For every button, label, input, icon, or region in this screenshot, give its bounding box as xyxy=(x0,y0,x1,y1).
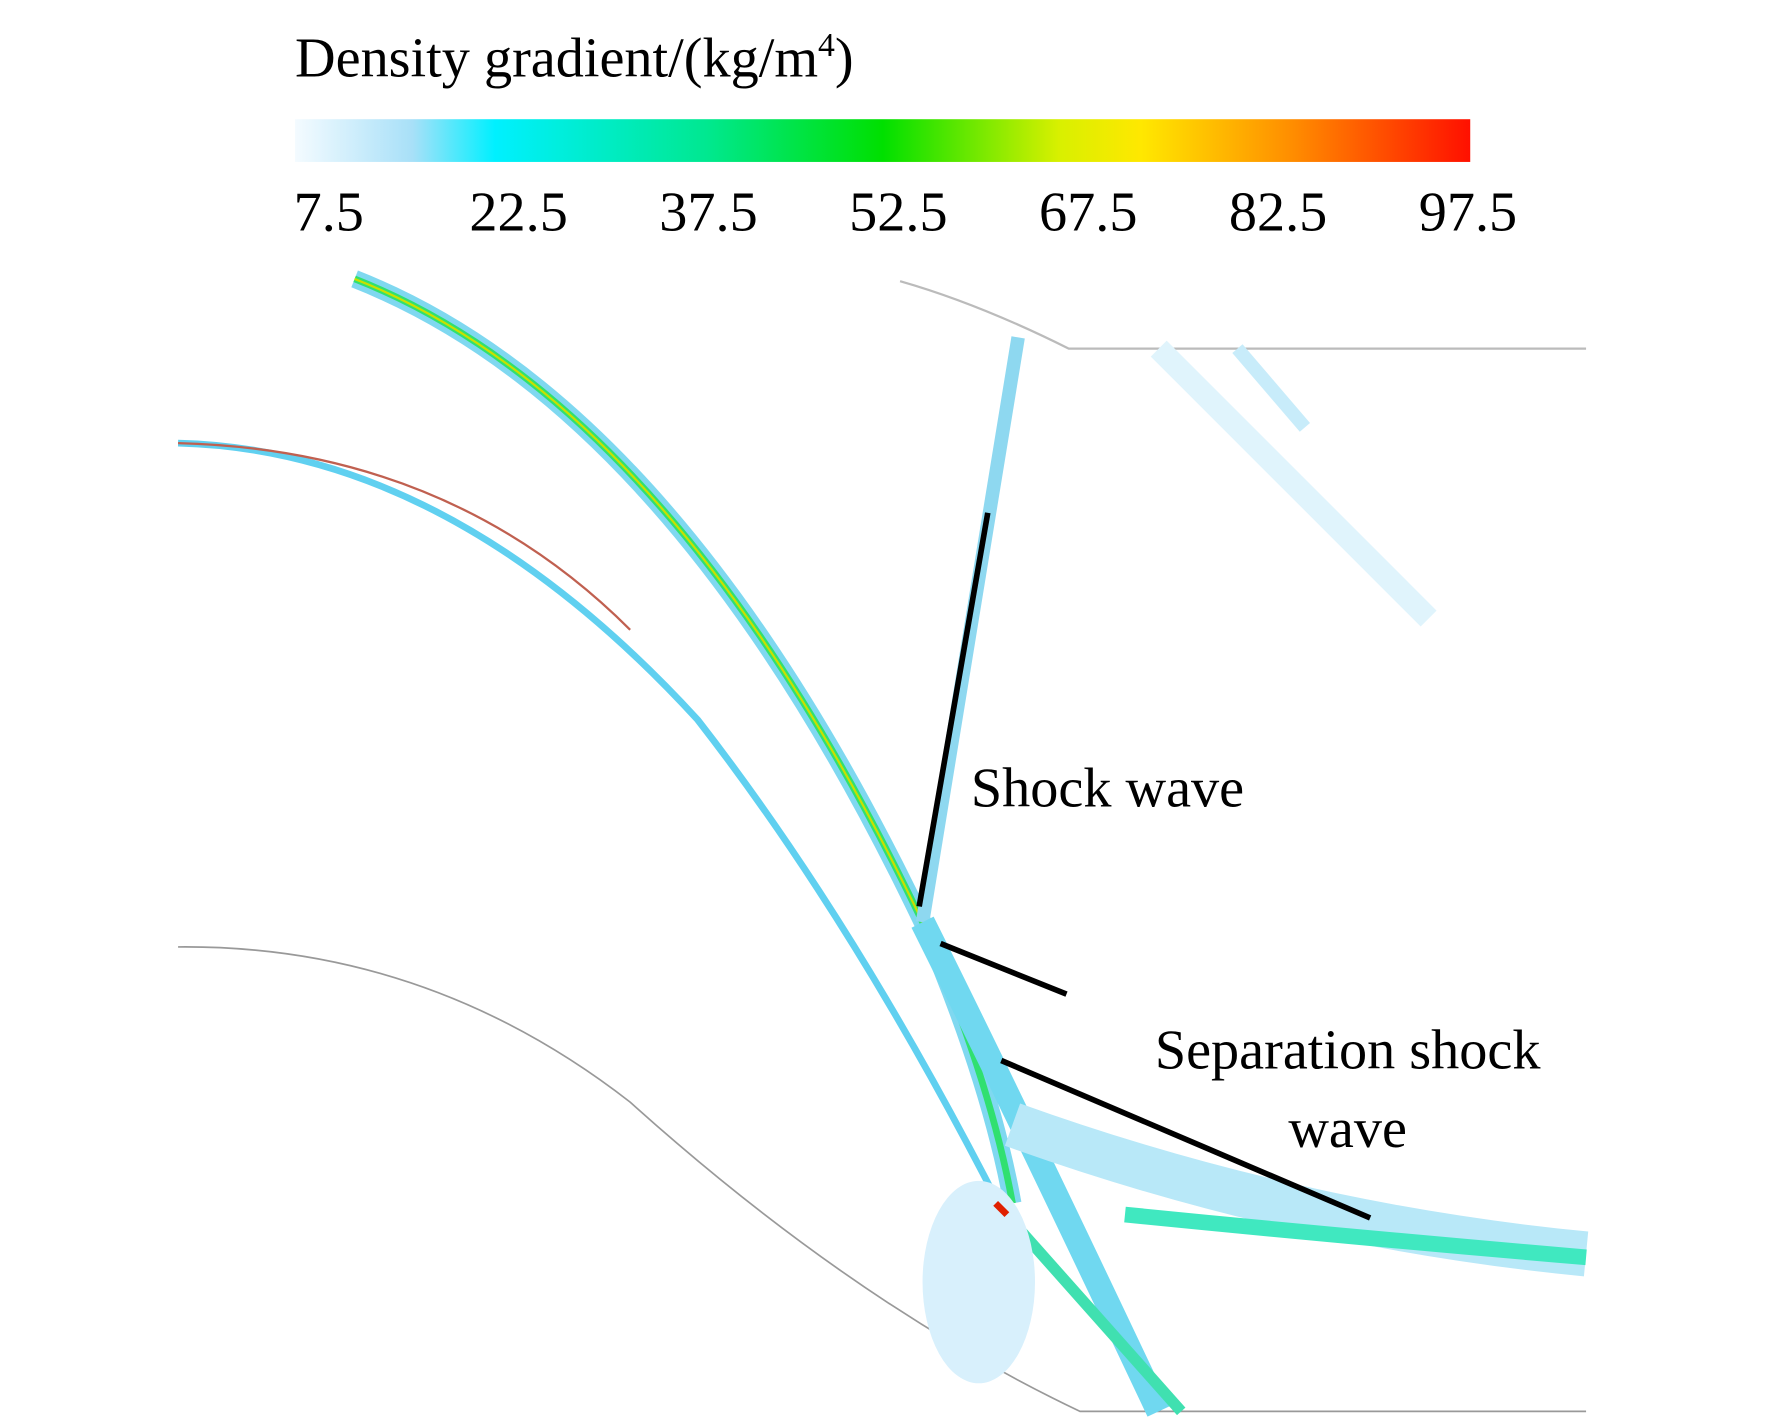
title-end: ) xyxy=(835,27,854,89)
tick-label: 7.5 xyxy=(294,182,364,244)
title-main: Density gradient/(kg/m xyxy=(295,27,818,89)
annotation: Shock wave xyxy=(971,757,1244,819)
colorbar-ticks: 7.5 22.5 37.5 52.5 67.5 82.5 97.5 xyxy=(294,182,1518,244)
colorbar xyxy=(295,119,1471,162)
tick-label: 67.5 xyxy=(1039,182,1137,244)
annotation: wave xyxy=(1288,1098,1407,1160)
title-superscript: 4 xyxy=(818,27,835,64)
tick-label: 52.5 xyxy=(849,182,947,244)
tick-label: 22.5 xyxy=(469,182,567,244)
flow-field xyxy=(177,270,1589,1417)
tick-label: 82.5 xyxy=(1229,182,1327,244)
annotation-lines xyxy=(916,512,1372,1221)
tick-label: 97.5 xyxy=(1419,182,1517,244)
colorbar-title: Density gradient/(kg/m4) xyxy=(295,27,854,89)
tick-label: 37.5 xyxy=(659,182,757,244)
annotation: Separation shock xyxy=(1155,1019,1542,1081)
